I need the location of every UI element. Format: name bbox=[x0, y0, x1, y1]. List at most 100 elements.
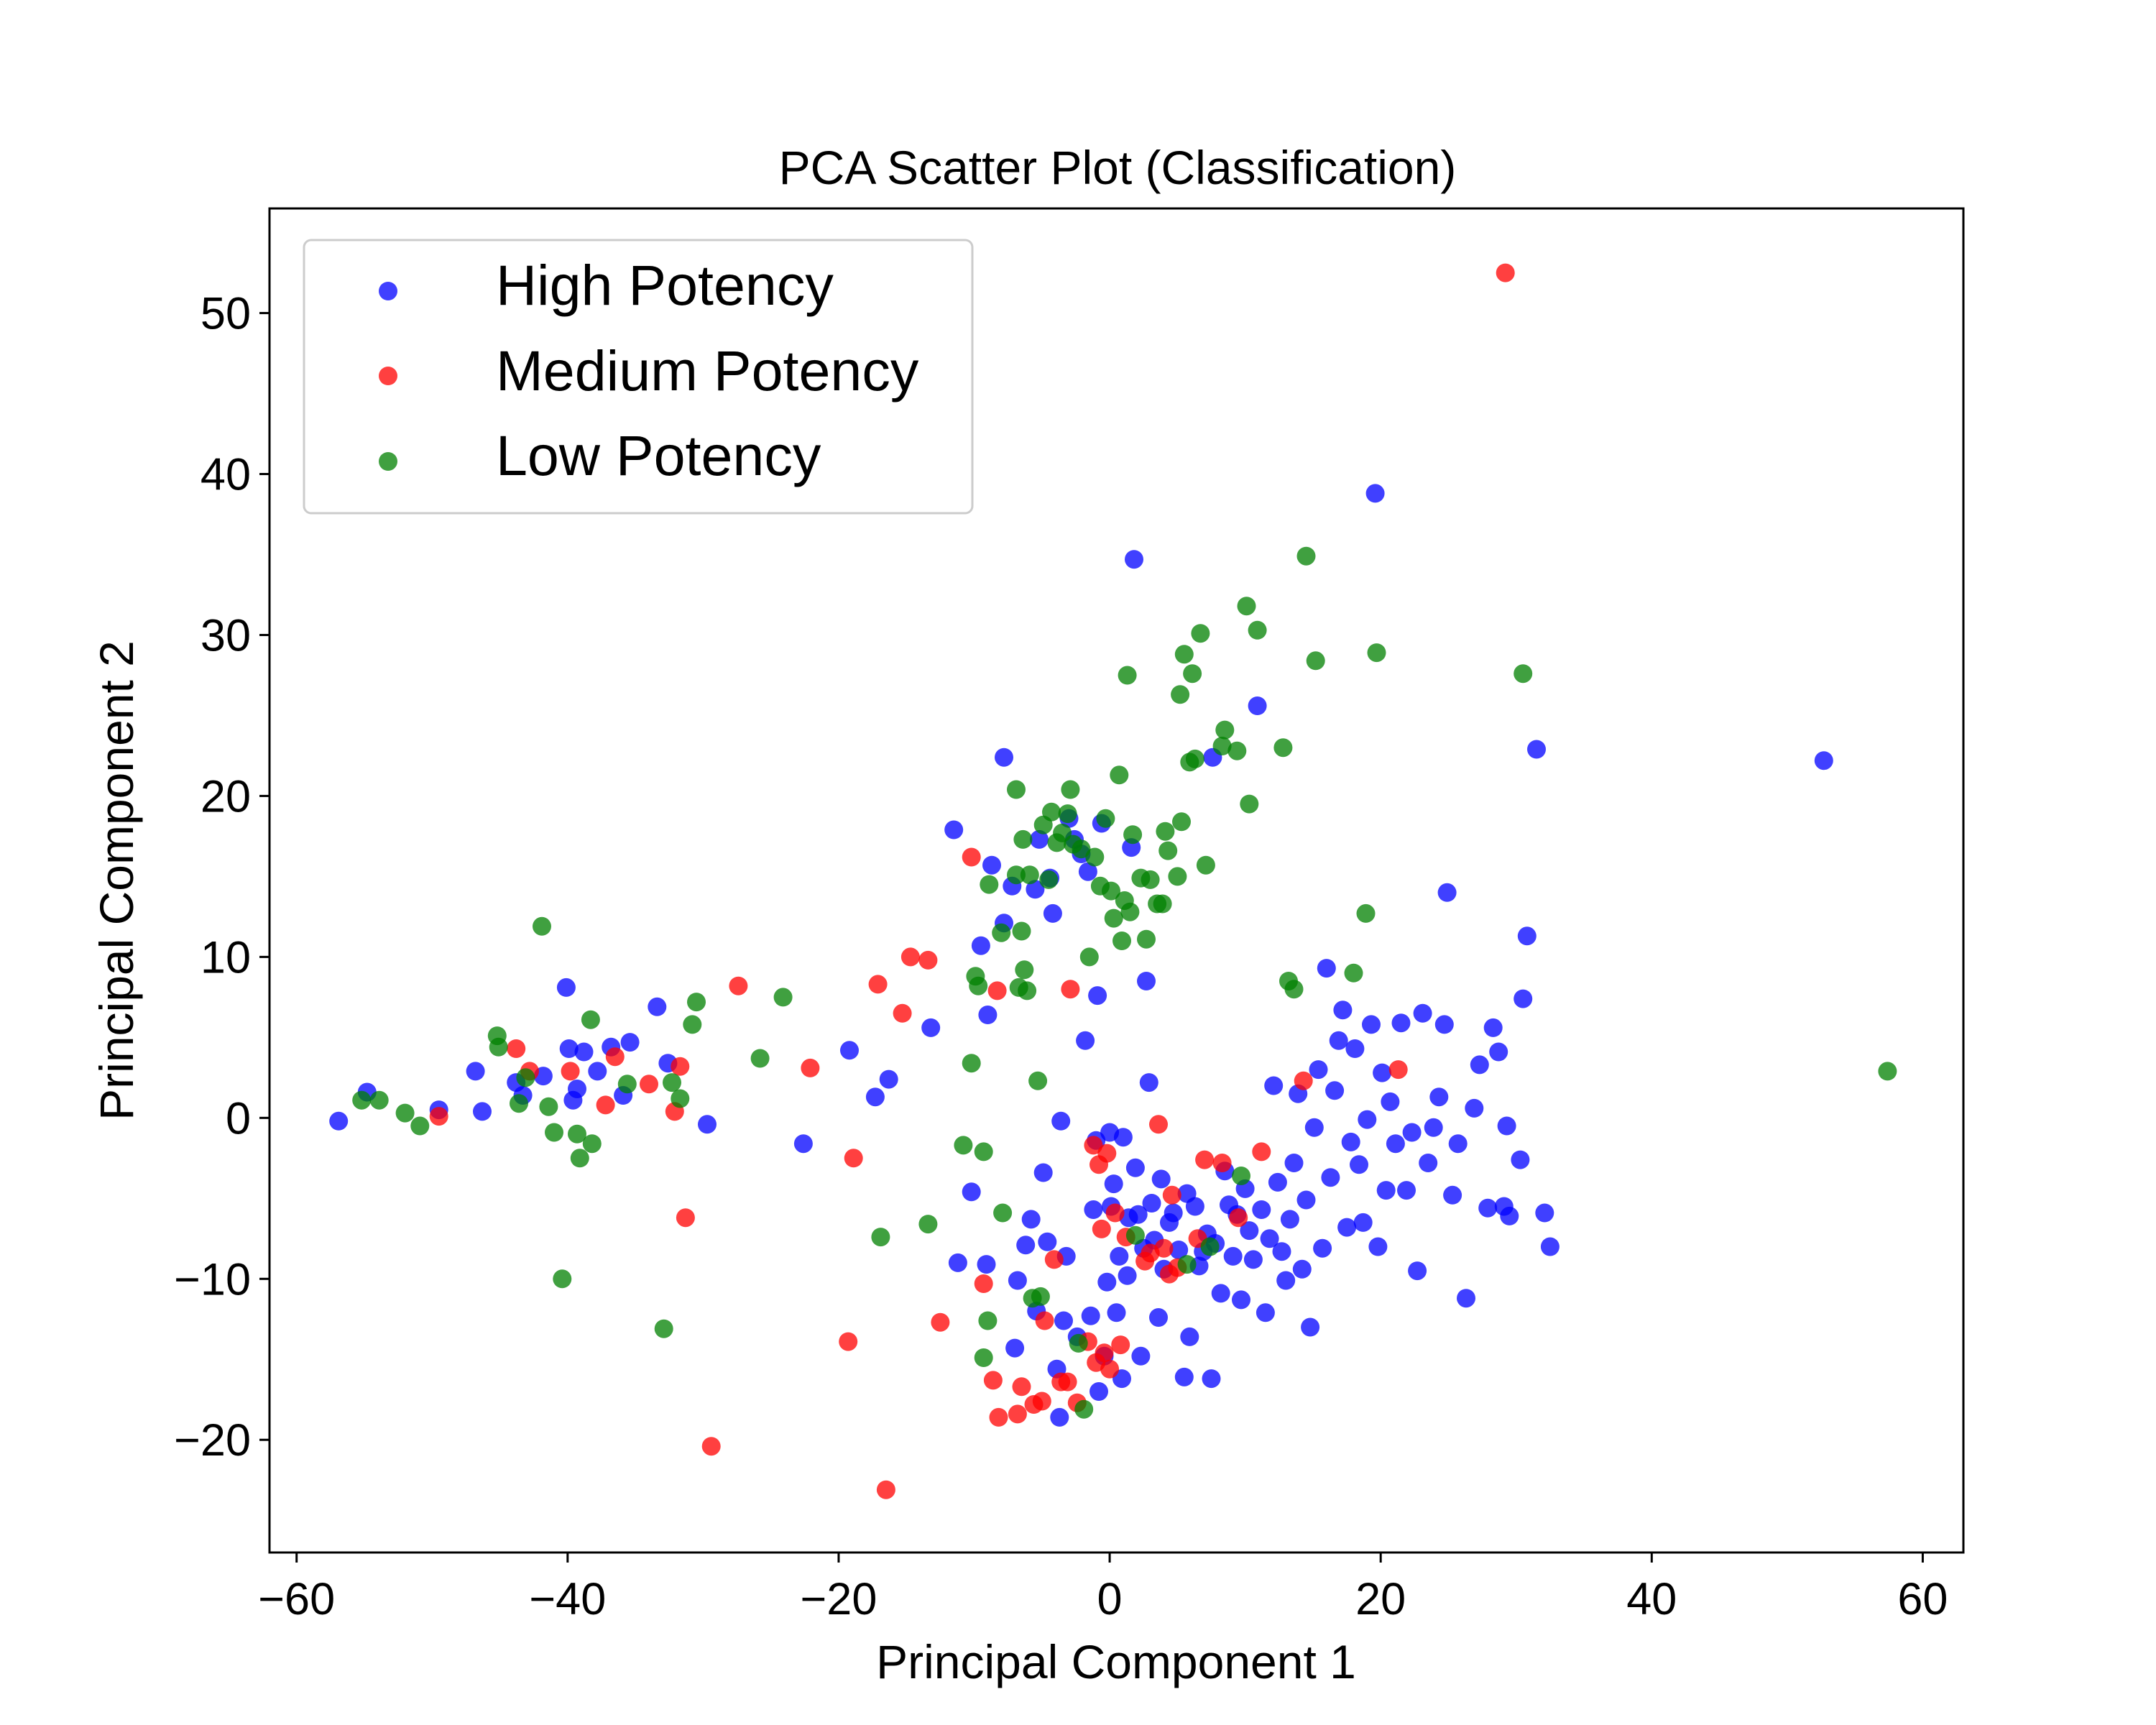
data-point-low-potency bbox=[1212, 737, 1232, 755]
data-point-high-potency bbox=[1232, 1290, 1250, 1310]
data-point-high-potency bbox=[1076, 1031, 1095, 1050]
data-point-high-potency bbox=[1292, 1259, 1312, 1279]
data-point-high-potency bbox=[1125, 550, 1143, 569]
x-tick-label: 40 bbox=[1626, 1574, 1677, 1624]
data-point-high-potency bbox=[1313, 1238, 1332, 1258]
data-point-low-potency bbox=[1118, 666, 1137, 685]
data-point-low-potency bbox=[1514, 664, 1533, 684]
data-point-medium-potency bbox=[671, 1057, 690, 1076]
data-point-medium-potency bbox=[507, 1039, 526, 1058]
data-point-low-potency bbox=[1356, 903, 1376, 923]
data-point-high-potency bbox=[1517, 926, 1537, 946]
data-point-low-potency bbox=[1284, 980, 1304, 999]
data-point-low-potency bbox=[1096, 809, 1115, 828]
data-point-high-potency bbox=[1321, 1168, 1340, 1187]
data-point-low-potency bbox=[1102, 881, 1120, 901]
x-axis-label: Principal Component 1 bbox=[876, 1635, 1356, 1688]
data-point-medium-potency bbox=[1058, 1372, 1077, 1392]
plot-area-frame bbox=[268, 207, 1965, 1554]
data-point-medium-potency bbox=[1084, 1136, 1103, 1155]
data-point-medium-potency bbox=[1229, 1208, 1248, 1228]
data-point-medium-potency bbox=[1061, 980, 1080, 999]
data-point-high-potency bbox=[1500, 1206, 1519, 1225]
data-point-medium-potency bbox=[729, 976, 748, 995]
data-point-low-potency bbox=[1013, 829, 1033, 849]
data-point-high-potency bbox=[1489, 1042, 1508, 1062]
data-point-high-potency bbox=[1008, 1271, 1027, 1290]
data-point-high-potency bbox=[1107, 1303, 1126, 1322]
data-point-high-potency bbox=[948, 1253, 967, 1272]
data-point-low-potency bbox=[1227, 741, 1247, 760]
data-point-high-potency bbox=[1149, 1308, 1168, 1327]
data-point-high-potency bbox=[1268, 1172, 1287, 1192]
data-point-high-potency bbox=[473, 1102, 492, 1121]
legend-marker-high-potency bbox=[379, 282, 397, 300]
data-point-high-potency bbox=[1110, 1246, 1129, 1266]
data-point-low-potency bbox=[1158, 841, 1178, 860]
data-point-low-potency bbox=[1171, 685, 1190, 704]
data-point-high-potency bbox=[1051, 1111, 1071, 1131]
data-point-high-potency bbox=[1437, 883, 1457, 902]
data-point-high-potency bbox=[1333, 1000, 1353, 1020]
data-point-low-potency bbox=[954, 1136, 973, 1155]
data-point-medium-potency bbox=[1111, 1335, 1130, 1355]
data-point-high-potency bbox=[1043, 903, 1062, 923]
data-point-medium-potency bbox=[1008, 1404, 1027, 1424]
data-point-low-potency bbox=[1248, 620, 1267, 640]
data-point-medium-potency bbox=[640, 1075, 658, 1094]
data-point-low-potency bbox=[1141, 870, 1160, 889]
data-point-low-potency bbox=[1072, 840, 1091, 859]
data-point-high-potency bbox=[466, 1062, 485, 1081]
data-point-high-potency bbox=[1139, 1073, 1158, 1092]
data-point-high-potency bbox=[1169, 1241, 1189, 1259]
y-tick-label: −10 bbox=[174, 1254, 251, 1305]
data-point-medium-potency bbox=[844, 1149, 863, 1168]
data-point-high-potency bbox=[1304, 1118, 1324, 1137]
data-point-high-potency bbox=[1050, 1407, 1069, 1427]
data-point-high-potency bbox=[1337, 1218, 1357, 1237]
data-point-high-potency bbox=[648, 997, 667, 1016]
data-point-high-potency bbox=[1174, 1367, 1194, 1386]
data-point-medium-potency bbox=[1012, 1377, 1031, 1397]
data-point-high-potency bbox=[588, 1062, 607, 1081]
data-point-high-potency bbox=[1497, 1116, 1516, 1136]
x-tick-label: −20 bbox=[801, 1574, 877, 1624]
y-axis-ticks: −20 −10 0 10 20 30 40 50 bbox=[174, 289, 270, 1466]
data-point-high-potency bbox=[1088, 986, 1107, 1006]
data-point-high-potency bbox=[574, 1042, 594, 1062]
data-point-low-potency bbox=[1168, 867, 1187, 886]
data-point-medium-potency bbox=[839, 1332, 858, 1351]
data-point-high-potency bbox=[1358, 1110, 1377, 1129]
data-point-high-potency bbox=[1202, 1369, 1221, 1389]
data-point-low-potency bbox=[1012, 921, 1031, 941]
data-point-low-potency bbox=[1074, 1399, 1094, 1419]
data-point-low-potency bbox=[553, 1269, 572, 1289]
data-point-low-potency bbox=[980, 875, 999, 894]
data-point-high-potency bbox=[1151, 1169, 1171, 1189]
data-point-high-potency bbox=[1185, 1197, 1204, 1216]
data-point-high-potency bbox=[1413, 1003, 1432, 1023]
data-point-high-potency bbox=[1256, 1303, 1275, 1322]
data-point-high-potency bbox=[1341, 1132, 1360, 1151]
data-point-high-potency bbox=[1434, 1015, 1454, 1034]
data-point-high-potency bbox=[698, 1115, 717, 1134]
data-point-medium-potency bbox=[900, 947, 920, 967]
data-point-high-potency bbox=[1478, 1198, 1498, 1218]
data-point-medium-potency bbox=[876, 1480, 895, 1499]
data-point-high-potency bbox=[1345, 1039, 1365, 1058]
data-point-low-potency bbox=[581, 1010, 600, 1029]
legend-marker-medium-potency bbox=[379, 367, 397, 385]
data-point-high-potency bbox=[1408, 1261, 1427, 1281]
data-point-low-potency bbox=[1123, 825, 1143, 845]
data-point-high-potency bbox=[329, 1111, 349, 1131]
data-point-high-potency bbox=[962, 1182, 981, 1202]
data-point-low-potency bbox=[1196, 855, 1215, 875]
data-point-high-potency bbox=[1016, 1236, 1036, 1255]
data-point-low-potency bbox=[1061, 780, 1080, 799]
data-point-high-potency bbox=[1125, 1158, 1145, 1177]
y-tick-label: 20 bbox=[201, 771, 251, 822]
data-point-low-potency bbox=[1296, 546, 1316, 566]
data-point-high-potency bbox=[1030, 829, 1049, 849]
data-point-low-potency bbox=[489, 1037, 508, 1057]
data-point-low-potency bbox=[1112, 932, 1131, 950]
